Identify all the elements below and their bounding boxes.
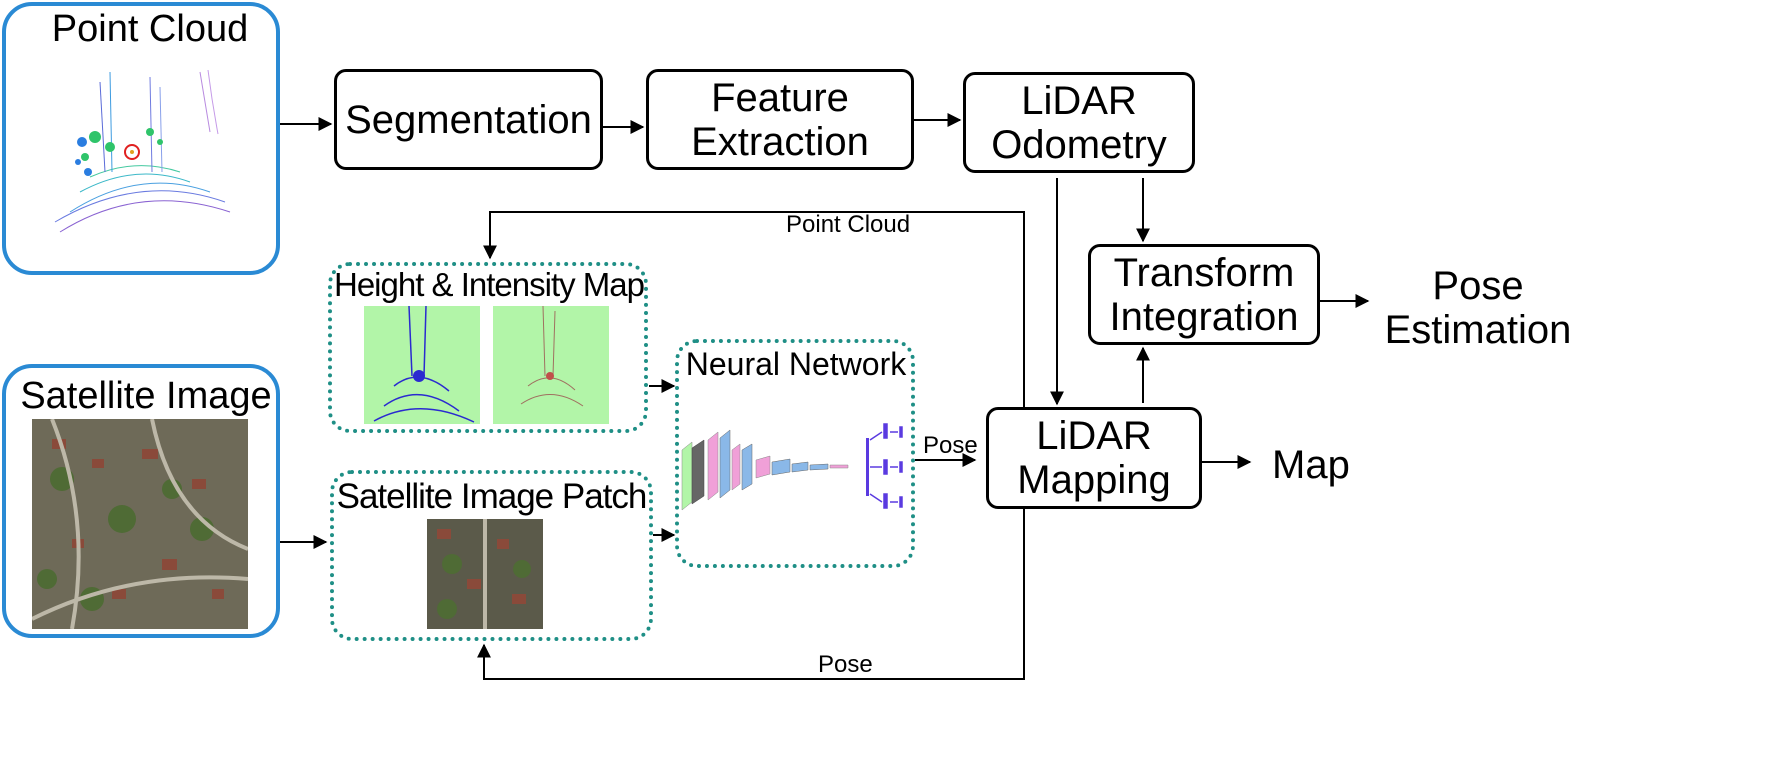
- pose-edge-label-network: Pose: [923, 432, 978, 459]
- point-cloud-edge-label: Point Cloud: [786, 211, 911, 238]
- transform-integration-box: Transform Integration: [1088, 244, 1320, 345]
- lidar-mapping-box: LiDAR Mapping: [986, 407, 1202, 509]
- lidar-mapping-label-line2: Mapping: [1017, 458, 1171, 502]
- point-cloud-input-panel: [2, 2, 280, 275]
- segmentation-box: Segmentation: [334, 69, 603, 170]
- pose-edge-label-feedback: Pose: [818, 651, 873, 678]
- feature-extraction-label-line2: Extraction: [691, 119, 869, 164]
- lidar-odometry-label-line2: Odometry: [991, 122, 1167, 167]
- neural-network-group: [675, 339, 915, 568]
- point-cloud-image: [54, 69, 231, 233]
- pose-estimation-line2: Estimation: [1384, 308, 1572, 352]
- arrow-mapping-pointcloud-feedback: [483, 211, 1025, 407]
- neural-network-title: Neural Network: [685, 346, 907, 382]
- lidar-odometry-box: LiDAR Odometry: [963, 72, 1195, 173]
- arrow-mapping-pose-feedback: [477, 509, 1025, 680]
- point-cloud-input-title: Point Cloud: [51, 8, 249, 50]
- satellite-image-patch-title: Satellite Image Patch: [336, 477, 648, 516]
- height-map-image: [364, 306, 480, 424]
- height-intensity-map-title: Height & Intensity Map: [334, 266, 645, 303]
- pose-estimation-output: Pose Estimation: [1380, 264, 1576, 352]
- transform-integration-label-line2: Integration: [1109, 294, 1299, 339]
- segmentation-label: Segmentation: [345, 97, 592, 142]
- satellite-image-patch-group: [330, 470, 653, 641]
- satellite-image: [32, 419, 248, 629]
- lidar-mapping-label-line1: LiDAR: [1036, 414, 1152, 458]
- lidar-odometry-label-line1: LiDAR: [1021, 78, 1137, 123]
- transform-integration-label-line1: Transform: [1113, 250, 1295, 295]
- intensity-map-image: [493, 306, 609, 424]
- feature-extraction-label-line1: Feature: [711, 75, 849, 120]
- neural-network-image: [681, 423, 903, 511]
- feature-extraction-box: Feature Extraction: [646, 69, 914, 170]
- height-intensity-map-group: [328, 262, 648, 433]
- pose-estimation-line1: Pose: [1432, 264, 1524, 308]
- map-output: Map: [1272, 443, 1350, 487]
- satellite-image-input-title: Satellite Image: [20, 375, 272, 417]
- satellite-patch-image: [427, 519, 543, 629]
